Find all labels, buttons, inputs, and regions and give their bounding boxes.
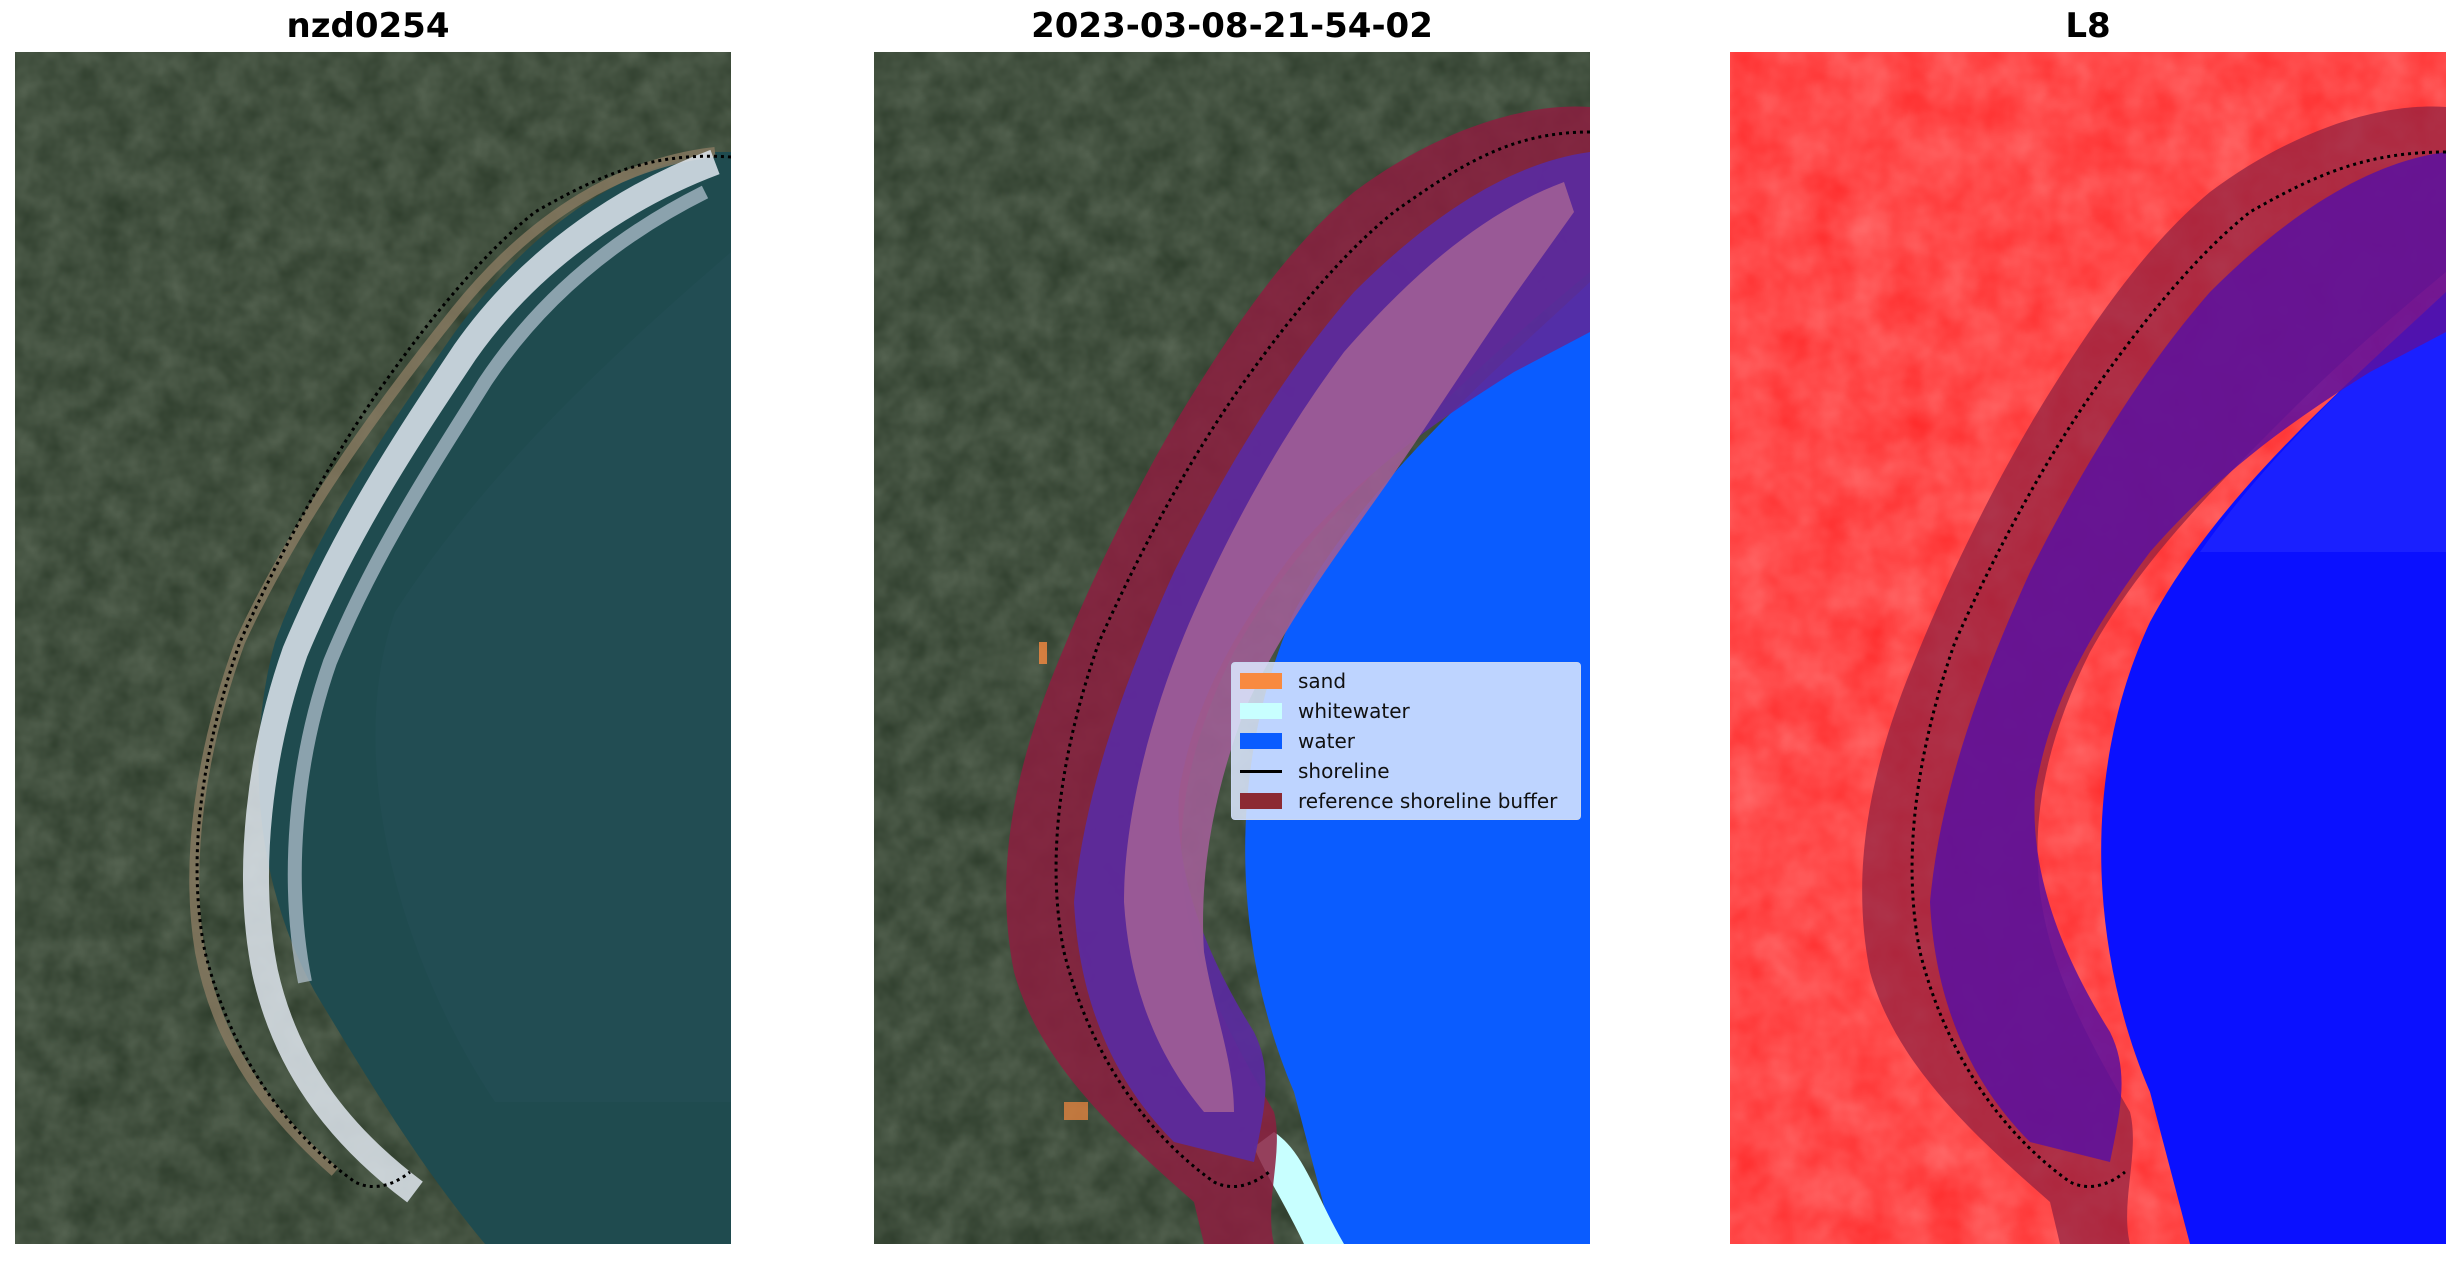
panel-title-rgb: nzd0254 bbox=[286, 6, 450, 46]
legend-item-buffer: reference shoreline buffer bbox=[1240, 787, 1557, 815]
legend-label-water: water bbox=[1298, 729, 1355, 753]
legend-label-buffer: reference shoreline buffer bbox=[1298, 789, 1558, 813]
legend-item-whitewater: whitewater bbox=[1240, 697, 1410, 725]
legend-item-water: water bbox=[1240, 727, 1355, 755]
legend-label-whitewater: whitewater bbox=[1298, 699, 1410, 723]
panel-title-classification: 2023-03-08-21-54-02 bbox=[1031, 6, 1433, 46]
legend-item-shoreline: shoreline bbox=[1240, 757, 1390, 785]
index-image bbox=[1730, 52, 2446, 1244]
rgb-satellite-image bbox=[15, 52, 731, 1244]
legend-item-sand: sand bbox=[1240, 667, 1346, 695]
legend-label-sand: sand bbox=[1298, 669, 1347, 693]
legend: sand whitewater water shoreline referenc… bbox=[1231, 662, 1581, 820]
legend-label-shoreline: shoreline bbox=[1298, 759, 1390, 783]
panel-title-index: L8 bbox=[2065, 6, 2111, 46]
classification-image bbox=[874, 52, 1590, 1244]
